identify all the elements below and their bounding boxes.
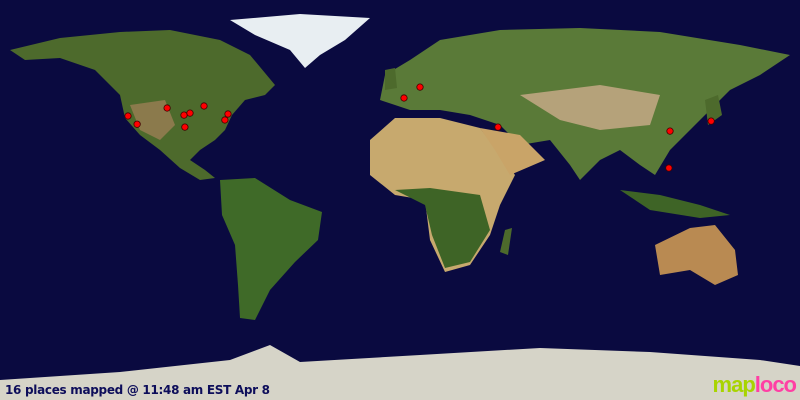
- place-marker[interactable]: [180, 111, 188, 119]
- maploco-logo[interactable]: maploco: [712, 372, 797, 398]
- place-marker[interactable]: [416, 83, 424, 91]
- place-marker[interactable]: [494, 123, 502, 131]
- indonesia: [620, 190, 730, 218]
- place-marker[interactable]: [707, 117, 715, 125]
- place-marker[interactable]: [224, 110, 232, 118]
- us-desert: [130, 100, 175, 140]
- japan: [705, 95, 722, 125]
- africa-forest: [395, 188, 490, 268]
- place-marker[interactable]: [666, 127, 674, 135]
- place-marker[interactable]: [221, 116, 229, 124]
- place-marker[interactable]: [400, 94, 408, 102]
- place-marker[interactable]: [163, 104, 171, 112]
- place-marker[interactable]: [133, 120, 141, 128]
- place-marker[interactable]: [124, 112, 132, 120]
- logo-part-map: map: [712, 372, 756, 397]
- place-markers: [124, 83, 715, 172]
- uk: [385, 68, 397, 90]
- arabia: [480, 128, 545, 175]
- greenland: [230, 14, 370, 68]
- place-marker[interactable]: [200, 102, 208, 110]
- south-america: [220, 178, 322, 320]
- place-marker[interactable]: [186, 109, 194, 117]
- place-marker[interactable]: [181, 123, 189, 131]
- logo-part-loco: loco: [754, 372, 797, 397]
- australia: [655, 225, 738, 285]
- antarctica: [0, 345, 800, 400]
- places-mapped-caption: 16 places mapped @ 11:48 am EST Apr 8: [5, 383, 270, 397]
- madagascar: [500, 228, 512, 255]
- place-marker[interactable]: [665, 164, 673, 172]
- asia-desert: [520, 85, 660, 130]
